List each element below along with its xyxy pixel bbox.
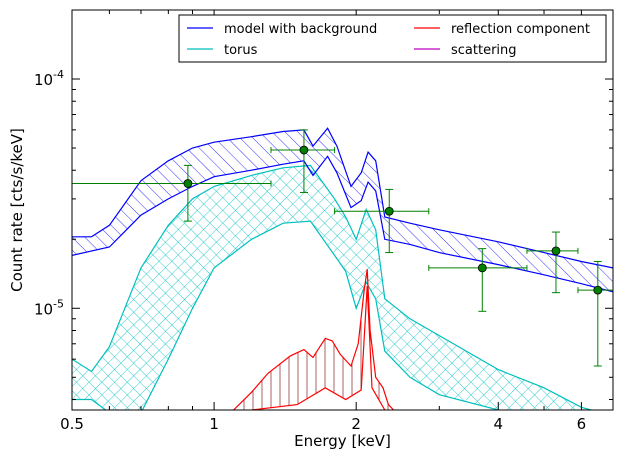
torus-upper-line [72, 164, 594, 410]
data-point-marker [384, 206, 394, 216]
reflection-component-upper-line [233, 269, 395, 410]
legend: model with background reflection componen… [178, 14, 607, 63]
reflection-component-lower-line [251, 286, 386, 410]
reflection-component-band [233, 269, 394, 410]
y-tick-label: 10-5 [34, 297, 64, 318]
model-with-background-upper-line [72, 127, 613, 269]
torus-lower-line [72, 220, 502, 410]
x-tick-label: 2 [351, 415, 361, 433]
data-point-2 [270, 129, 336, 193]
x-tick-label: 1 [209, 415, 219, 433]
legend-label-torus: torus [224, 43, 258, 58]
data-point-1 [72, 164, 272, 222]
data-point-marker [477, 263, 487, 273]
data-point-3 [334, 188, 430, 254]
plot-frame [71, 9, 614, 411]
x-tick-label: 0.5 [60, 415, 84, 433]
data-point-marker [551, 246, 561, 256]
data-point-4 [428, 248, 528, 312]
model-with-background-lower-line [72, 155, 613, 293]
y-tick-label: 10-4 [34, 68, 64, 89]
legend-label-reflection-component: reflection component [451, 22, 590, 37]
series-bands [72, 127, 613, 410]
y-axis-label: Count rate [cts/s/keV] [8, 128, 26, 292]
model-with-background-band [72, 128, 613, 292]
x-axis-label: Energy [keV] [294, 432, 391, 450]
data-point-5 [526, 231, 579, 294]
legend-label-scattering: scattering [451, 43, 517, 58]
data-points-layer [72, 129, 613, 367]
x-tick-label: 4 [494, 415, 504, 433]
data-point-6 [577, 260, 613, 367]
data-point-marker [299, 145, 309, 155]
data-point-marker [593, 285, 603, 295]
data-point-marker [183, 179, 193, 188]
x-tick-label: 6 [577, 415, 587, 433]
legend-box [178, 14, 607, 63]
legend-label-model-with-background: model with background [224, 22, 377, 37]
